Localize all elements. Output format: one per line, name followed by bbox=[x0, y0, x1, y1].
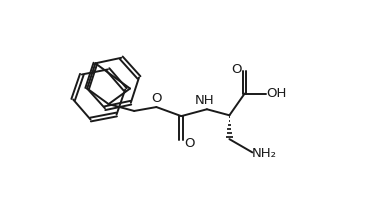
Text: O: O bbox=[151, 92, 162, 105]
Text: OH: OH bbox=[266, 87, 287, 100]
Text: NH₂: NH₂ bbox=[252, 147, 277, 160]
Text: O: O bbox=[184, 137, 195, 149]
Text: NH: NH bbox=[195, 94, 215, 107]
Text: O: O bbox=[231, 63, 242, 76]
